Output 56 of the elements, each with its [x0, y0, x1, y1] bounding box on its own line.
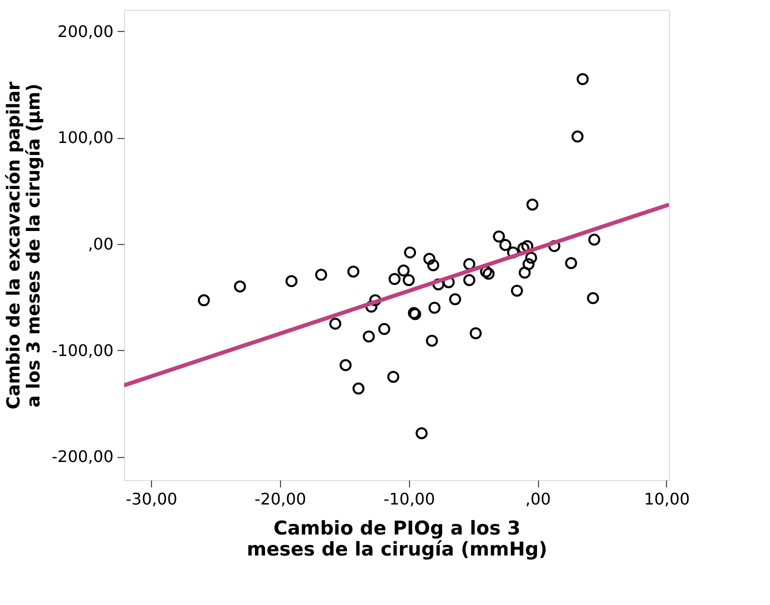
y-axis-title: Cambio de la excavación papilar a los 3 meses de la cirugía (µm) [4, 81, 45, 410]
point [525, 252, 538, 264]
point [492, 230, 505, 242]
point [387, 370, 400, 383]
point [463, 274, 476, 286]
point [426, 334, 438, 347]
point [362, 330, 375, 342]
point [432, 278, 444, 290]
point [588, 234, 600, 246]
point [507, 246, 520, 258]
point [572, 130, 584, 143]
point [423, 252, 436, 265]
point [347, 266, 360, 278]
point [285, 275, 298, 288]
point [427, 259, 440, 272]
point [340, 359, 352, 372]
point [315, 268, 328, 281]
point [404, 246, 416, 258]
point [510, 284, 523, 297]
point [365, 300, 378, 313]
point [198, 294, 210, 306]
point [548, 240, 560, 252]
point [463, 258, 476, 270]
x-tick-label: -20,00 [254, 490, 306, 508]
point [521, 240, 534, 252]
point [586, 292, 599, 304]
point [522, 258, 535, 270]
x-tick-label: 10,00 [644, 490, 690, 508]
x-tick-label: -10,00 [383, 490, 436, 508]
point [398, 264, 410, 277]
point [518, 266, 531, 279]
point [576, 73, 589, 86]
x-tick-label: ,00 [525, 490, 551, 508]
point [369, 294, 382, 306]
point [428, 302, 441, 314]
point [526, 198, 538, 211]
point [402, 274, 415, 286]
y-tick-label: 100,00 [58, 128, 114, 148]
point [388, 273, 401, 286]
point [482, 268, 495, 280]
x-axis-title: Cambio de PIOg a los 3 meses de la cirugía (mmHg) [246, 518, 548, 560]
point [470, 327, 482, 340]
x-tick-label: -30,00 [126, 490, 178, 508]
y-tick-label: ,00 [88, 234, 114, 254]
point [480, 266, 492, 278]
y-tick-label: -200,00 [52, 447, 114, 466]
point [234, 280, 246, 292]
point [416, 427, 428, 440]
point [449, 293, 462, 306]
y-tick-label: 200,00 [58, 22, 114, 41]
point [378, 323, 390, 335]
y-tick-label: -100,00 [52, 340, 114, 360]
point [499, 239, 512, 251]
point [352, 382, 364, 395]
point [329, 318, 342, 330]
point [565, 257, 578, 270]
